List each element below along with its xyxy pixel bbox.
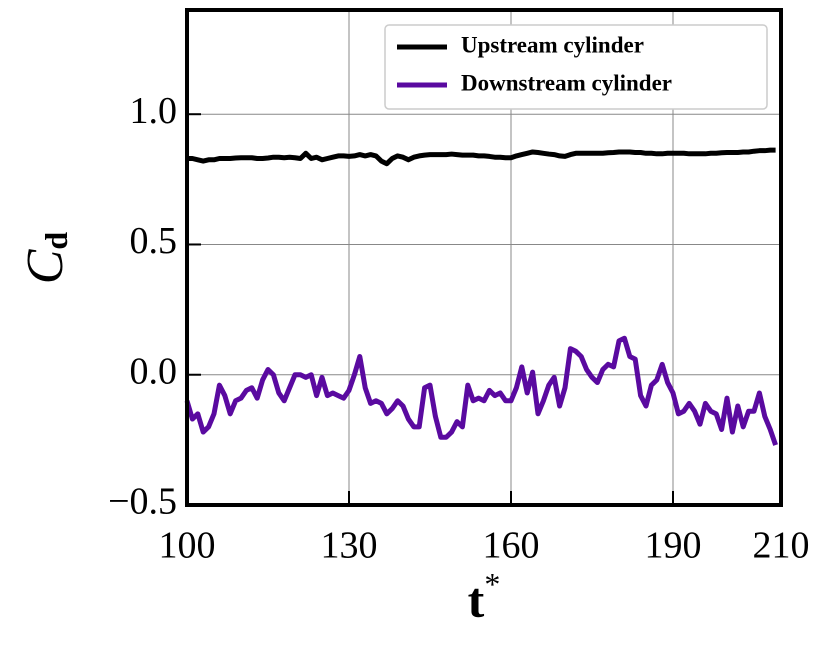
y-tick-label: 0.5 xyxy=(130,220,178,262)
x-tick-label: 160 xyxy=(483,525,540,567)
y-tick-label: 0.0 xyxy=(130,350,178,392)
legend: Upstream cylinder Downstream cylinder xyxy=(384,24,768,110)
x-tick-label: 210 xyxy=(753,525,810,567)
series-line xyxy=(184,335,778,446)
x-label-sup: * xyxy=(484,566,500,602)
x-tick-label: 190 xyxy=(645,525,702,567)
y-tick-label: −0.5 xyxy=(108,481,177,523)
y-label-main: C xyxy=(17,248,74,284)
plot-frame xyxy=(185,8,783,507)
x-tick-label: 130 xyxy=(321,525,378,567)
legend-label: Downstream cylinder xyxy=(461,70,672,95)
y-tick-label: 1.0 xyxy=(130,90,178,132)
x-tick-label: 100 xyxy=(159,525,216,567)
legend-label: Upstream cylinder xyxy=(461,32,644,57)
x-axis-label: t* xyxy=(468,566,501,628)
x-label-main: t xyxy=(468,572,485,628)
y-axis-label: Cd xyxy=(17,232,74,285)
legend-box xyxy=(384,24,768,110)
y-label-sub: d xyxy=(38,232,74,250)
series-line xyxy=(187,147,776,167)
